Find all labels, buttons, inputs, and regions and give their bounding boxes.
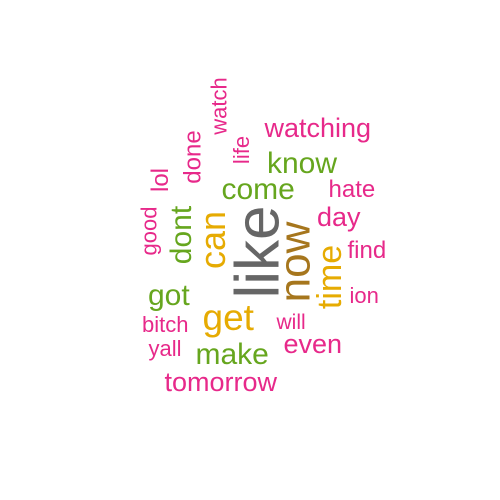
word-time: time	[311, 244, 350, 310]
word-life: life	[229, 135, 255, 165]
word-even: even	[283, 328, 343, 359]
word-lol: lol	[147, 167, 175, 193]
word-come: come	[221, 173, 295, 206]
word-tomorrow: tomorrow	[164, 366, 278, 397]
word-good: good	[135, 206, 161, 256]
word-can: can	[192, 210, 234, 270]
word-bitch: bitch	[142, 312, 189, 337]
word-hate: hate	[328, 176, 376, 203]
word-done: done	[179, 130, 207, 184]
word-day: day	[317, 201, 361, 232]
word-know: know	[267, 147, 338, 180]
word-ion: ion	[349, 283, 379, 308]
word-make: make	[195, 338, 269, 371]
word-watching: watching	[264, 112, 372, 143]
word-will: will	[276, 310, 306, 334]
word-yall: yall	[148, 336, 182, 361]
word-got: got	[148, 279, 190, 312]
word-get: get	[202, 296, 254, 338]
word-watch: watch	[206, 77, 232, 135]
word-find: find	[347, 237, 387, 264]
word-dont: dont	[165, 205, 199, 265]
